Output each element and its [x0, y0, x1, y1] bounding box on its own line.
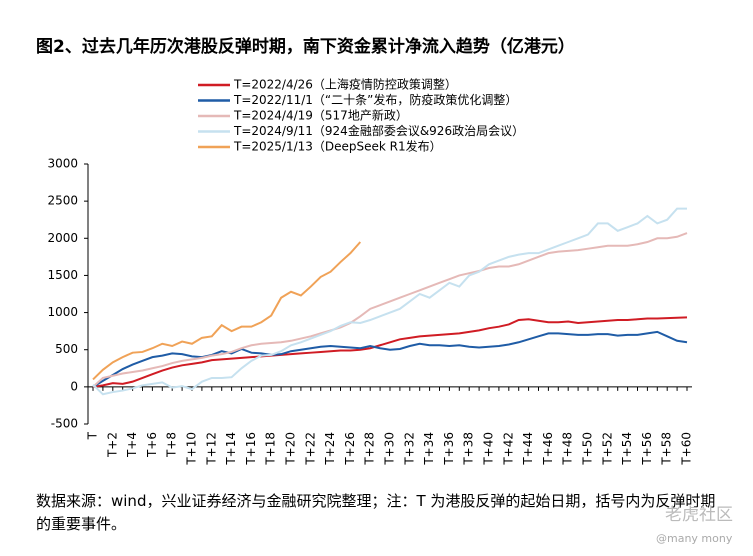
- x-tick-label: T+34: [422, 432, 436, 466]
- x-tick-label: T+48: [561, 432, 575, 466]
- footnote: 数据来源：wind，兴业证券经济与金融研究院整理；注：T 为港股反弹的起始日期，…: [36, 492, 716, 533]
- watermark: 老虎社区: [665, 505, 733, 525]
- chart: 图2、过去几年历次港股反弹时期，南下资金累计净流入趋势（亿港元） -500 0 50…: [20, 36, 735, 488]
- series-line: [92, 330, 688, 388]
- legend-label: T=2022/11/1（“二十条”发布，防疫政策优化调整）: [233, 92, 517, 107]
- x-tick-label: T+6: [145, 432, 159, 458]
- x-tick-label: T+20: [284, 432, 298, 466]
- legend-label: T=2022/4/26（上海疫情防控政策调整）: [233, 77, 457, 92]
- x-tick-label: T+2: [105, 432, 119, 458]
- x-tick-label: T+8: [165, 432, 179, 458]
- x-tick-label: T+54: [620, 432, 634, 466]
- y-tick-label: 1500: [47, 268, 78, 282]
- series-line: [92, 232, 688, 388]
- x-tick-label: T+40: [482, 432, 496, 466]
- x-tick-label: T+52: [600, 432, 614, 466]
- legend-label: T=2025/1/13（DeepSeek R1发布）: [233, 139, 442, 154]
- y-tick-label: 500: [55, 342, 78, 356]
- y-tick-label: 2000: [47, 231, 78, 245]
- x-tick-label: T+4: [125, 432, 139, 458]
- y-tick-label: -500: [51, 417, 78, 431]
- x-tick-label: T+36: [442, 432, 456, 466]
- x-tick-label: T+50: [581, 432, 595, 466]
- x-tick-label: T+46: [541, 432, 555, 466]
- y-tick-label: 3000: [47, 157, 78, 171]
- watermark-sub: @many mony: [656, 532, 733, 545]
- series-line: [92, 241, 362, 381]
- legend-label: T=2024/4/19（517地产新政）: [233, 108, 408, 123]
- x-tick-label: T+26: [343, 432, 357, 466]
- y-tick-label: 0: [70, 379, 78, 393]
- y-tick-label: 1000: [47, 305, 78, 319]
- chart-title: 图2、过去几年历次港股反弹时期，南下资金累计净流入趋势（亿港元）: [36, 36, 575, 57]
- x-tick-label: T+18: [264, 432, 278, 466]
- x-tick-label: T+14: [224, 432, 238, 466]
- x-tick-label: T+22: [303, 432, 317, 466]
- x-tick-label: T+38: [462, 432, 476, 466]
- x-tick-label: T+24: [323, 432, 337, 466]
- x-tick-label: T+58: [660, 432, 674, 466]
- x-tick-label: T+12: [204, 432, 218, 466]
- x-tick-label: T+44: [521, 432, 535, 466]
- series-line: [92, 316, 688, 388]
- x-tick-label: T+60: [680, 432, 694, 466]
- legend-label: T=2024/9/11（924金融部委会议&926政治局会议）: [233, 123, 524, 138]
- series-line: [92, 207, 687, 396]
- x-tick-label: T+56: [640, 432, 654, 466]
- x-tick-label: T+28: [363, 432, 377, 466]
- y-tick-label: 2500: [47, 194, 78, 208]
- x-tick-label: T: [86, 431, 100, 440]
- x-tick-label: T+10: [185, 432, 199, 466]
- x-tick-label: T+16: [244, 432, 258, 466]
- x-tick-label: T+30: [383, 432, 397, 466]
- x-tick-label: T+32: [402, 432, 416, 466]
- x-tick-label: T+42: [501, 432, 515, 466]
